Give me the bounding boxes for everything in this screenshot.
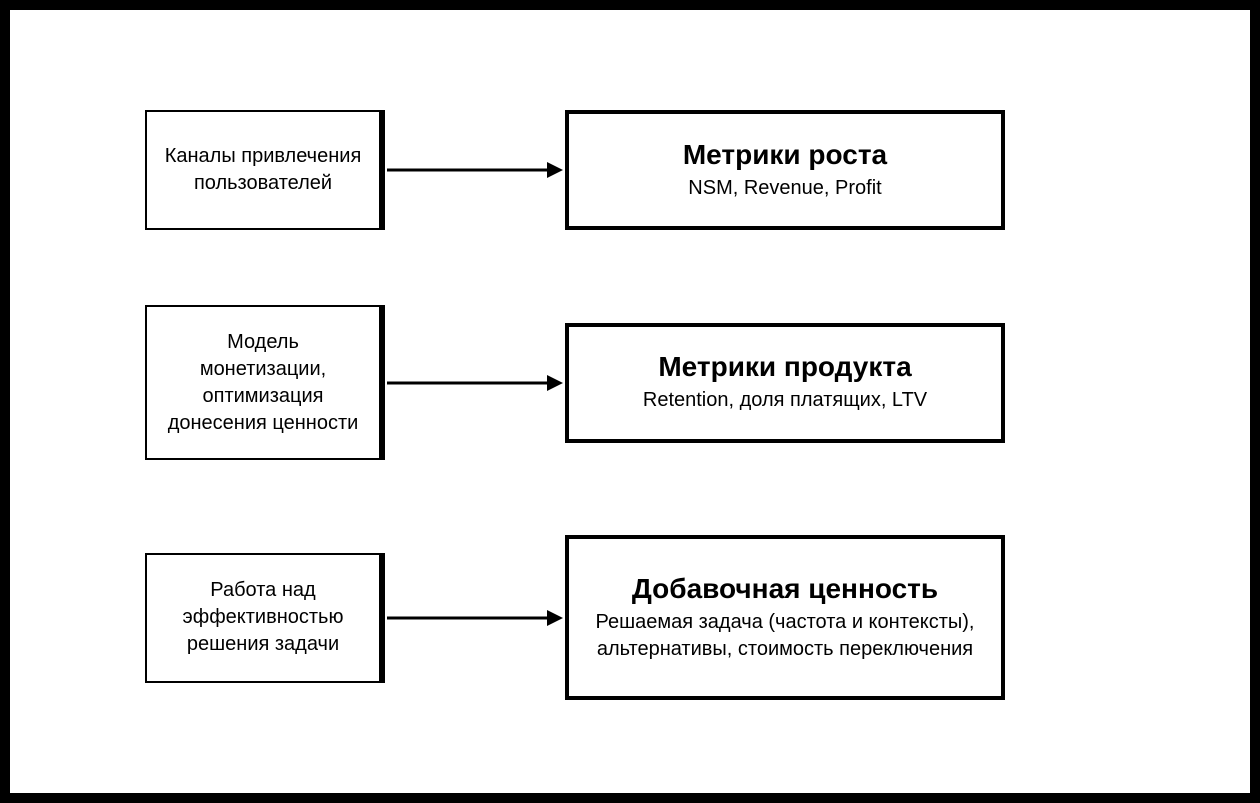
- right-box-3-title: Добавочная ценность: [632, 573, 938, 605]
- left-box-2: Модель монетизации, оптимизация донесени…: [145, 305, 385, 460]
- right-box-3: Добавочная ценность Решаемая задача (час…: [565, 535, 1005, 700]
- left-box-3-text: Работа над эффективностью решения задачи: [163, 577, 363, 658]
- left-box-3: Работа над эффективностью решения задачи: [145, 553, 385, 683]
- arrow-1: [385, 158, 565, 182]
- diagram-row-3: Работа над эффективностью решения задачи…: [145, 535, 1005, 700]
- diagram-frame: Каналы привлечения пользователей Метрики…: [0, 0, 1260, 803]
- left-box-2-text: Модель монетизации, оптимизация донесени…: [163, 329, 363, 437]
- right-box-2-title: Метрики продукта: [658, 351, 911, 383]
- diagram-row-1: Каналы привлечения пользователей Метрики…: [145, 110, 1005, 230]
- right-box-2: Метрики продукта Retention, доля платящи…: [565, 323, 1005, 443]
- left-box-1: Каналы привлечения пользователей: [145, 110, 385, 230]
- right-box-3-subtitle: Решаемая задача (частота и контексты), а…: [589, 609, 981, 663]
- right-box-1-title: Метрики роста: [683, 139, 887, 171]
- arrow-2: [385, 371, 565, 395]
- diagram-row-2: Модель монетизации, оптимизация донесени…: [145, 305, 1005, 460]
- right-box-1: Метрики роста NSM, Revenue, Profit: [565, 110, 1005, 230]
- left-box-1-text: Каналы привлечения пользователей: [163, 143, 363, 197]
- right-box-1-subtitle: NSM, Revenue, Profit: [688, 175, 881, 202]
- arrow-3: [385, 606, 565, 630]
- right-box-2-subtitle: Retention, доля платящих, LTV: [643, 387, 927, 414]
